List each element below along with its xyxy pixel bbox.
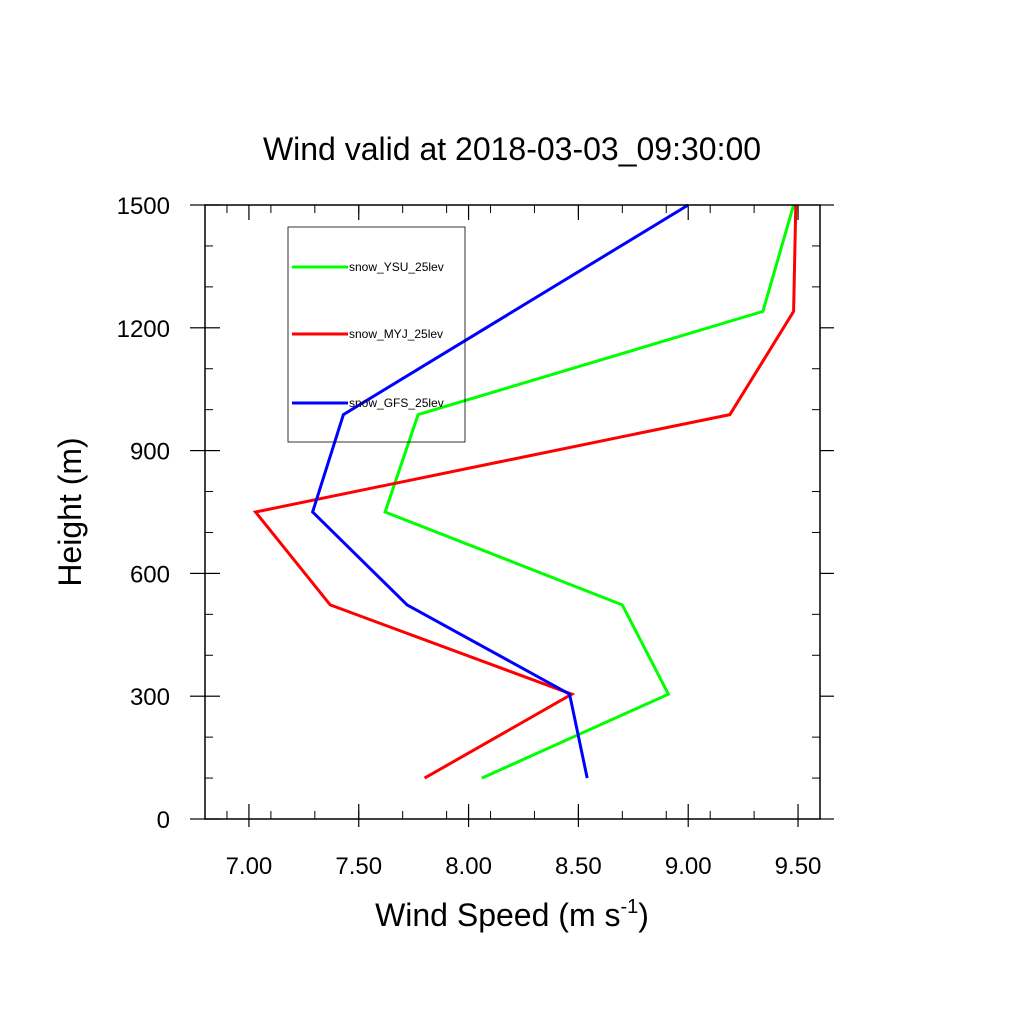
x-tick-label: 8.50 [555, 853, 602, 880]
series-lines [252, 203, 798, 780]
y-tick-label: 300 [130, 684, 170, 711]
series-line-snow_GFS_25lev [310, 203, 689, 779]
legend-label: snow_MYJ_25lev [349, 327, 443, 341]
legend-box [287, 226, 466, 443]
chart-title: Wind valid at 2018-03-03_09:30:00 [263, 131, 761, 167]
x-axis-title: Wind Speed (m s-1) [375, 896, 649, 933]
minor-ticks [205, 205, 820, 819]
y-tick-label: 1200 [117, 316, 170, 343]
y-axis-title: Height (m) [52, 437, 88, 586]
series-line-snow_MYJ_25lev [252, 204, 798, 780]
x-tick-labels: 7.00 7.50 8.00 8.50 9.00 9.50 [226, 853, 822, 880]
x-tick-label: 8.00 [445, 853, 492, 880]
legend-label: snow_GFS_25lev [349, 396, 444, 410]
x-tick-label: 7.50 [335, 853, 382, 880]
series-line-snow_YSU_25lev [383, 204, 796, 780]
x-tick-label: 9.00 [665, 853, 712, 880]
x-tick-label: 9.50 [775, 853, 822, 880]
y-tick-label: 0 [157, 807, 170, 834]
y-tick-labels: 0 300 600 900 1200 1500 [117, 193, 170, 834]
y-tick-label: 600 [130, 561, 170, 588]
major-ticks [190, 204, 834, 827]
x-tick-label: 7.00 [226, 853, 273, 880]
legend-label: snow_YSU_25lev [349, 260, 444, 274]
y-tick-label: 1500 [117, 193, 170, 220]
plot-frame [204, 204, 821, 820]
legend: snow_YSU_25lev snow_MYJ_25lev snow_GFS_25l… [287, 226, 466, 443]
y-tick-label: 900 [130, 439, 170, 466]
